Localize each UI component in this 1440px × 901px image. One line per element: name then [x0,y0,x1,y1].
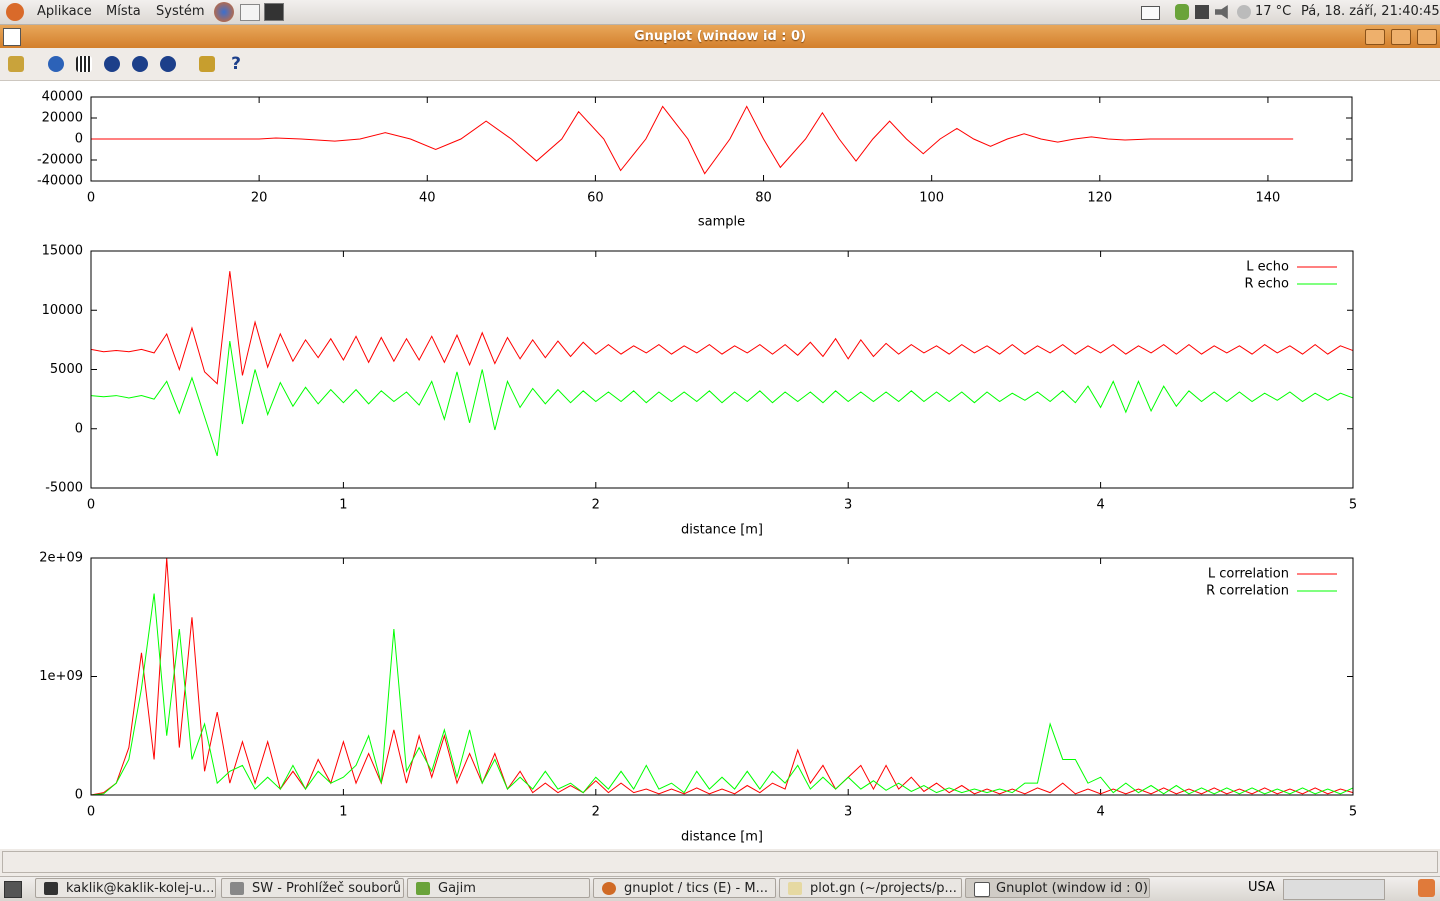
workspace-switcher[interactable] [1283,879,1385,900]
autoscale-button[interactable] [160,56,176,72]
y-tick-label: 2e+09 [39,551,83,566]
volume-icon[interactable] [1215,5,1228,19]
x-tick-label: 40 [419,191,436,206]
task-label: kaklik@kaklik-kolej-u... [66,881,215,896]
y-tick-label: 5000 [50,362,83,377]
maximize-button[interactable] [1391,29,1411,45]
y-tick-label: 1e+09 [39,669,83,684]
x-tick-label: 120 [1087,191,1112,206]
mail-indicator[interactable] [1141,6,1160,20]
x-tick-label: 140 [1256,191,1281,206]
legend-label: L echo [1246,260,1289,275]
x-tick-label: 1 [339,805,347,820]
data-line [91,105,1294,175]
window-icon[interactable] [3,28,21,46]
plot-background [0,81,1440,849]
window-title-bar: Gnuplot (window id : 0) [0,25,1440,48]
task-button[interactable]: gnuplot / tics (E) - M... [593,878,776,898]
taskbar: kaklik@kaklik-kolej-u... SW - Prohlížeč … [0,876,1440,901]
x-tick-label: 5 [1349,805,1357,820]
task-label: gnuplot / tics (E) - M... [624,881,768,896]
task-label: Gajim [438,881,476,896]
y-tick-label: -20000 [37,153,83,168]
x-tick-label: 60 [587,191,604,206]
window-title: Gnuplot (window id : 0) [633,29,807,44]
y-tick-label: 20000 [42,111,83,126]
x-tick-label: 4 [1096,498,1104,513]
show-desktop[interactable] [4,881,22,898]
top-panel: Aplikace Místa Systém 17 °C Pá, 18. září… [0,0,1440,25]
help-button[interactable]: ? [231,54,241,74]
x-tick-label: 2 [592,498,600,513]
y-tick-label: 40000 [42,90,83,105]
x-axis-label: distance [m] [681,523,763,538]
task-button[interactable]: Gajim [407,878,590,898]
task-button[interactable]: SW - Prohlížeč souborů [221,878,404,898]
firefox-launcher[interactable] [214,2,234,22]
x-tick-label: 0 [87,498,95,513]
x-tick-label: 0 [87,191,95,206]
legend-label: R echo [1244,277,1289,292]
trash[interactable] [1418,879,1435,897]
x-tick-label: 80 [755,191,772,206]
task-label: Gnuplot (window id : 0) [996,881,1148,896]
plot-frame [90,96,1353,182]
grid-button[interactable] [76,56,92,72]
copy-button[interactable] [8,56,24,72]
menu-item[interactable]: Místa [106,4,141,19]
y-tick-label: -5000 [45,481,83,496]
tray-icon[interactable] [1175,4,1189,20]
plot-frame [90,557,1354,796]
ubuntu-logo[interactable] [6,3,24,21]
weather[interactable]: 17 °C [1255,4,1292,19]
x-tick-label: 4 [1096,805,1104,820]
settings-button[interactable] [199,56,215,72]
x-tick-label: 2 [592,805,600,820]
x-tick-label: 3 [844,805,852,820]
weather-icon [1237,5,1251,19]
task-button[interactable]: plot.gn (~/projects/p... [779,878,962,898]
task-label: plot.gn (~/projects/p... [810,881,957,896]
x-tick-label: 100 [919,191,944,206]
legend-label: R correlation [1206,584,1289,599]
x-tick-label: 0 [87,805,95,820]
data-line [90,271,1354,385]
minimize-button[interactable] [1365,29,1385,45]
plot-canvas: 0 20 40 60 80 100 120 140-40000-200000200004000… [0,81,1440,849]
plot-frame [90,250,1354,489]
y-tick-label: 0 [75,421,83,436]
y-tick-label: 10000 [42,303,83,318]
x-tick-label: 1 [339,498,347,513]
task-button[interactable]: kaklik@kaklik-kolej-u... [35,878,216,898]
clock[interactable]: Pá, 18. září, 21:40:45 [1301,4,1440,19]
replot-button[interactable] [48,56,64,72]
network-icon[interactable] [1195,5,1209,19]
task-label: SW - Prohlížeč souborů [252,881,402,896]
x-tick-label: 3 [844,498,852,513]
x-tick-label: 5 [1349,498,1357,513]
x-axis-label: distance [m] [681,830,763,845]
zoom-next-button[interactable] [132,56,148,72]
data-line [90,593,1354,796]
terminal-launcher[interactable] [264,3,284,21]
status-bar [2,851,1438,873]
data-line [90,340,1354,457]
toolbar: ? [0,48,1440,81]
y-tick-label: -40000 [37,174,83,189]
menu-item[interactable]: Aplikace [37,4,92,19]
zoom-prev-button[interactable] [104,56,120,72]
y-tick-label: 0 [75,132,83,147]
x-tick-label: 20 [251,191,268,206]
y-tick-label: 15000 [42,244,83,259]
y-tick-label: 0 [75,788,83,803]
task-button[interactable]: Gnuplot (window id : 0) [965,878,1150,898]
x-axis-label: sample [698,215,745,230]
legend-label: L correlation [1208,567,1289,582]
menu-item[interactable]: Systém [156,4,205,19]
keyboard-layout[interactable]: USA [1248,880,1275,895]
mail-launcher[interactable] [240,4,260,21]
close-button[interactable] [1417,29,1437,45]
